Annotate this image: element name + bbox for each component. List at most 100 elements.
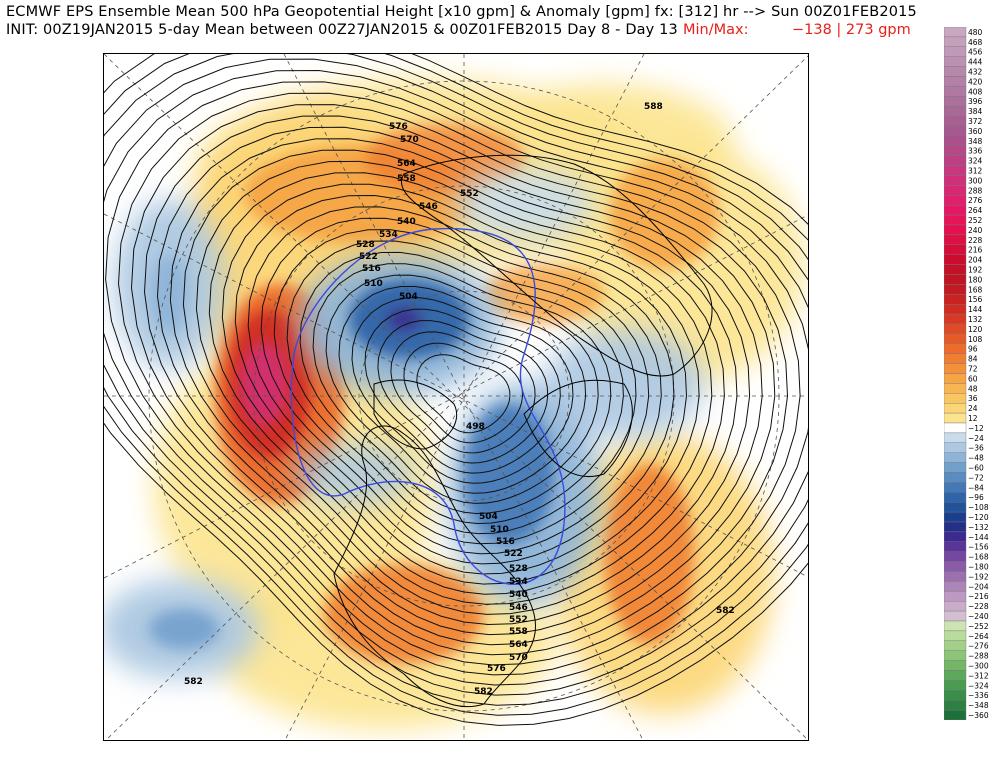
colorbar-tick-label: 312 [968, 167, 983, 176]
colorbar-swatch [944, 96, 967, 107]
colorbar-swatch [944, 393, 967, 404]
colorbar-tick-label: −156 [968, 543, 989, 552]
contour-label: 552 [460, 189, 479, 199]
colorbar-tick-label: 96 [968, 345, 978, 354]
colorbar-swatch [944, 214, 967, 226]
colorbar-swatch [944, 56, 967, 67]
colorbar-swatch [944, 492, 967, 503]
contour-label: 588 [644, 102, 663, 112]
colorbar-swatch [944, 412, 967, 424]
colorbar-tick-label: 324 [968, 157, 983, 166]
height-contour [130, 104, 789, 656]
colorbar-swatch [944, 403, 967, 414]
height-contour [169, 138, 751, 626]
anomaly-colorbar: 480 468 456 444 432 420 408 396 384 372 360 348 336 3… [944, 27, 994, 720]
colorbar-tick-label: −240 [968, 612, 989, 621]
colorbar-swatch [944, 561, 967, 572]
contour-label: 582 [184, 677, 203, 687]
colorbar-tick-label: 360 [968, 127, 983, 136]
colorbar-swatch [944, 383, 967, 394]
colorbar-tick-label: −48 [968, 454, 984, 463]
height-contour [299, 251, 624, 525]
colorbar-tick-label: −192 [968, 572, 989, 581]
contour-label: 528 [509, 564, 528, 574]
colorbar-swatch [944, 432, 967, 443]
height-contour [221, 183, 700, 585]
colorbar-swatch [944, 551, 967, 562]
colorbar-swatch [944, 36, 967, 47]
colorbar-tick-label: 192 [968, 266, 983, 275]
colorbar-tick-label: 216 [968, 246, 983, 255]
colorbar-tick-label: −96 [968, 493, 984, 502]
height-contour [117, 92, 801, 666]
contour-label: 510 [364, 279, 383, 289]
contour-label: 498 [466, 422, 485, 432]
colorbar-swatch [944, 333, 967, 344]
colorbar-tick-label: −336 [968, 691, 989, 700]
colorbar-swatch [944, 531, 967, 542]
colorbar-tick-label: −168 [968, 553, 989, 562]
colorbar-tick-label: −36 [968, 444, 984, 453]
chart-title-line-1: ECMWF EPS Ensemble Mean 500 hPa Geopoten… [6, 4, 917, 20]
colorbar-swatch [944, 620, 967, 632]
map-canvas: 5885765705645585525465405345285225165105… [104, 54, 808, 740]
colorbar-tick-label: 396 [968, 97, 983, 106]
height-contour [416, 354, 511, 434]
contour-label: 564 [397, 159, 416, 169]
colorbar-tick-label: 420 [968, 77, 983, 86]
colorbar-swatch [944, 185, 967, 196]
contour-label: 534 [379, 230, 398, 240]
colorbar-tick-label: −84 [968, 483, 984, 492]
height-contour [104, 54, 808, 706]
colorbar-tick-label: 336 [968, 147, 983, 156]
colorbar-tick-label: 384 [968, 107, 983, 116]
height-contour [338, 286, 587, 494]
height-contour [234, 194, 688, 575]
colorbar-swatch [944, 670, 967, 681]
colorbar-swatch [944, 115, 967, 127]
colorbar-tick-label: 348 [968, 137, 983, 146]
extreme-positive-anomaly-shading [227, 309, 311, 459]
colorbar-tick-label: −228 [968, 602, 989, 611]
colorbar-swatch [944, 204, 967, 216]
colorbar-tick-label: 132 [968, 315, 983, 324]
height-contour [377, 320, 549, 464]
colorbar-swatch [944, 591, 967, 602]
height-contour [182, 149, 738, 615]
colorbar-swatch [944, 422, 967, 434]
colorbar-swatch [944, 135, 967, 147]
contour-label: 582 [716, 606, 735, 616]
colorbar-tick-label: −276 [968, 642, 989, 651]
colorbar-swatch [944, 373, 967, 384]
height-contour [286, 240, 637, 535]
colorbar-tick-label: 156 [968, 295, 983, 304]
height-contour [312, 263, 612, 515]
colorbar-tick-label: −12 [968, 424, 984, 433]
colorbar-tick-label: 108 [968, 335, 983, 344]
polar-stereographic-map: 588 576 570 564 558 552 546 540 534 528 522 516 510 5… [103, 53, 809, 741]
colorbar-swatch [944, 145, 967, 156]
contour-label: 516 [496, 537, 515, 547]
colorbar-tick-label: −264 [968, 632, 989, 641]
colorbar-tick-label: −180 [968, 563, 989, 572]
minmax-values: −138 | 273 gpm [792, 22, 911, 38]
colorbar-swatch [944, 610, 967, 622]
colorbar-tick-label: 240 [968, 226, 983, 235]
colorbar-swatch [944, 680, 967, 691]
colorbar-swatch [944, 571, 967, 582]
height-contour [364, 308, 561, 474]
height-contour [104, 54, 808, 726]
colorbar-swatch [944, 254, 967, 265]
colorbar-swatch [944, 630, 967, 642]
colorbar-swatch [944, 650, 967, 661]
colorbar-tick-label: 480 [968, 28, 983, 37]
colorbar-tick-label: −312 [968, 671, 989, 680]
colorbar-canvas: 4804684564444324204083963843723603483363… [944, 27, 989, 720]
contour-label: 558 [509, 627, 528, 637]
reference-contours-blue [290, 227, 566, 585]
height-contour [273, 229, 650, 545]
colorbar-tick-label: 72 [968, 365, 978, 374]
colorbar-tick-label: −324 [968, 681, 989, 690]
colorbar-tick-label: 144 [968, 305, 983, 314]
height-contour [390, 331, 536, 454]
